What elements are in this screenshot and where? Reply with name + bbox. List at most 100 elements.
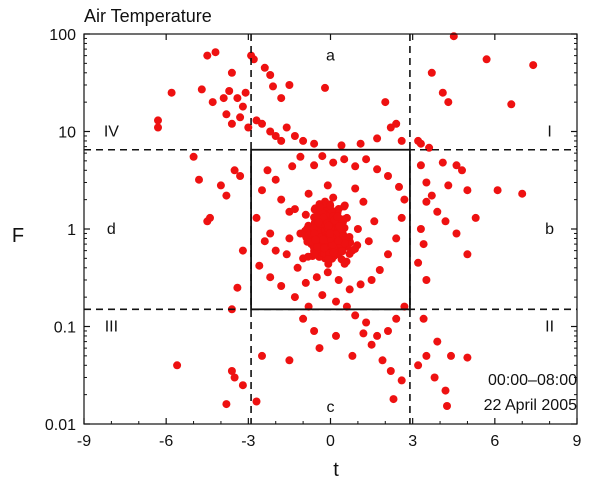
data-point-104 [441,386,450,395]
data-point-108 [419,314,428,323]
data-point-40 [397,136,406,145]
cluster-point-292 [315,203,324,212]
data-point-181 [370,217,379,226]
data-point-117 [318,291,327,300]
cluster-point-318 [324,255,333,263]
data-point-95 [359,329,368,338]
data-point-142 [392,234,401,243]
data-point-71 [422,276,431,284]
data-point-112 [373,331,382,340]
data-point-100 [389,395,398,404]
data-point-164 [301,210,310,219]
data-point-176 [364,237,373,246]
data-point-126 [271,175,280,184]
data-point-175 [290,205,299,214]
data-point-79 [236,172,245,180]
data-point-129 [288,162,297,171]
data-point-78 [230,166,239,175]
x-tick-label-1: -6 [159,433,173,450]
data-point-83 [230,373,239,382]
cluster-point-307 [329,248,338,257]
data-point-29 [271,132,280,140]
data-point-22 [222,110,231,119]
data-point-28 [266,127,275,136]
cluster-point-140 [334,205,343,213]
data-point-49 [482,55,491,64]
data-point-113 [362,318,371,327]
cluster-point-291 [340,259,349,268]
cluster-point-310 [314,218,323,227]
x-tick-label-2: -3 [241,433,255,450]
data-point-59 [452,161,461,170]
data-point-178 [351,184,360,193]
data-point-6 [197,85,206,94]
cluster-point-315 [324,221,333,230]
data-point-20 [285,81,294,89]
data-point-1 [154,116,162,125]
data-point-177 [285,234,294,243]
guides-layer [84,34,577,424]
data-point-147 [345,285,354,294]
data-point-123 [252,213,261,222]
data-point-35 [337,141,346,150]
data-point-75 [206,213,214,222]
data-point-146 [356,280,365,289]
data-point-50 [507,100,516,109]
data-point-51 [529,61,538,70]
data-point-153 [282,250,291,259]
data-point-34 [310,139,319,148]
cluster-point-265 [310,249,319,258]
data-point-3 [173,361,182,370]
data-point-130 [296,152,305,161]
data-point-179 [323,181,332,190]
data-point-143 [384,250,392,259]
data-point-53 [422,178,431,187]
data-point-94 [348,351,357,360]
data-point-21 [321,83,329,92]
data-point-120 [277,282,286,290]
data-point-86 [238,381,247,390]
data-point-122 [255,261,264,270]
y-tick-label-3: 10 [58,125,76,142]
x-tick-label-3: 0 [326,433,335,450]
cluster-point-317 [310,229,319,238]
data-point-4 [203,51,212,60]
data-point-13 [241,88,250,97]
data-point-47 [444,98,453,107]
data-point-27 [258,119,266,128]
data-point-16 [260,63,269,72]
data-point-32 [290,132,299,140]
legend-marker [443,402,451,410]
data-point-119 [290,293,299,302]
region-label-b: b [545,221,554,238]
region-label-d: d [107,221,116,238]
y-tick-label-4: 100 [49,27,76,44]
data-point-99 [397,376,406,385]
data-point-132 [318,152,327,161]
data-point-90 [299,314,308,323]
data-point-19 [277,94,286,103]
cluster-point-316 [325,229,334,238]
data-point-102 [422,351,431,360]
data-point-87 [258,351,266,360]
data-point-24 [236,113,245,122]
data-point-134 [340,155,349,164]
data-point-144 [375,266,384,274]
y-tick-label-1: 0.1 [54,320,76,337]
data-point-152 [293,263,302,272]
data-point-64 [518,189,527,198]
data-point-43 [416,139,425,148]
data-point-133 [329,158,338,167]
data-point-105 [447,351,455,360]
data-point-92 [315,344,324,353]
data-point-8 [219,94,228,103]
data-point-156 [260,237,269,246]
data-point-81 [233,283,242,292]
data-point-88 [252,397,261,406]
data-point-31 [282,123,291,132]
data-point-37 [373,134,382,143]
data-point-139 [395,182,403,191]
region-label-a: a [326,48,335,65]
region-label-c: c [327,399,335,416]
